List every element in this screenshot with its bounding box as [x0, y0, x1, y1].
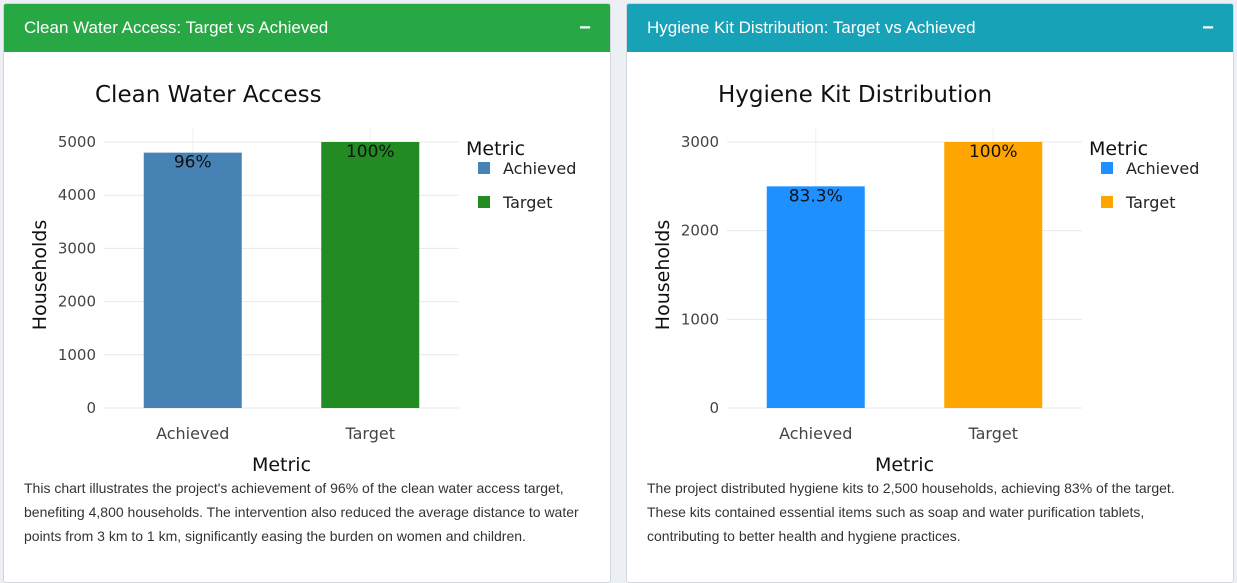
legend-item-label: Target: [1125, 193, 1176, 212]
clean-water-panel-header: Clean Water Access: Target vs Achieved −: [4, 4, 610, 52]
clean-water-panel-title: Clean Water Access: Target vs Achieved: [24, 18, 329, 37]
x-axis-title: Metric: [875, 454, 934, 474]
bar-achieved: [143, 152, 242, 408]
y-axis-title: Households: [29, 220, 51, 330]
y-tick-label: 5000: [58, 133, 96, 151]
y-axis-title: Households: [652, 220, 674, 330]
chart-title: Hygiene Kit Distribution: [718, 82, 992, 108]
y-tick-label: 2000: [58, 293, 96, 311]
legend-item-label: Achieved: [1126, 159, 1199, 178]
x-axis-title: Metric: [252, 454, 311, 474]
y-tick-label: 0: [86, 399, 96, 417]
legend-swatch: [1101, 162, 1113, 174]
bar-data-label: 100%: [969, 142, 1018, 162]
y-tick-label: 1000: [681, 310, 719, 328]
bar-target: [944, 142, 1043, 408]
bar-data-label: 83.3%: [789, 186, 843, 206]
hygiene-kit-chart: 0 1000 2000 3000 83.3% Achieved 100% Target Hygi…: [652, 82, 1199, 474]
legend-item-label: Achieved: [503, 159, 576, 178]
clean-water-description: This chart illustrates the project's ach…: [24, 480, 579, 544]
legend-swatch: [478, 196, 490, 208]
collapse-button[interactable]: −: [579, 17, 591, 39]
bar-achieved: [766, 186, 865, 408]
legend-swatch: [478, 162, 490, 174]
legend-title: Metric: [466, 138, 525, 160]
x-tick-label: Target: [968, 424, 1019, 443]
x-tick-label: Achieved: [156, 424, 229, 443]
hygiene-kit-panel-title: Hygiene Kit Distribution: Target vs Achi…: [647, 18, 976, 37]
x-tick-label: Achieved: [779, 424, 852, 443]
legend-item-label: Target: [502, 193, 553, 212]
y-tick-label: 4000: [58, 186, 96, 204]
hygiene-kit-description: The project distributed hygiene kits to …: [647, 480, 1175, 544]
y-tick-label: 3000: [58, 239, 96, 257]
clean-water-chart: 0 1000 2000 3000 4000 5000 96% Achieved 100% Targ…: [29, 82, 576, 474]
bar-target: [321, 142, 420, 408]
hygiene-kit-panel-header: Hygiene Kit Distribution: Target vs Achi…: [627, 4, 1233, 52]
y-tick-label: 2000: [681, 222, 719, 240]
hygiene-kit-panel: Hygiene Kit Distribution: Target vs Achi…: [626, 3, 1234, 583]
collapse-button[interactable]: −: [1202, 17, 1214, 39]
y-tick-label: 0: [709, 399, 719, 417]
chart-title: Clean Water Access: [95, 82, 322, 108]
y-tick-label: 3000: [681, 133, 719, 151]
x-tick-label: Target: [345, 424, 396, 443]
bar-data-label: 96%: [174, 153, 212, 173]
legend-title: Metric: [1089, 138, 1148, 160]
y-tick-label: 1000: [58, 346, 96, 364]
legend-swatch: [1101, 196, 1113, 208]
bar-data-label: 100%: [346, 142, 395, 162]
clean-water-panel: Clean Water Access: Target vs Achieved −…: [3, 3, 611, 583]
